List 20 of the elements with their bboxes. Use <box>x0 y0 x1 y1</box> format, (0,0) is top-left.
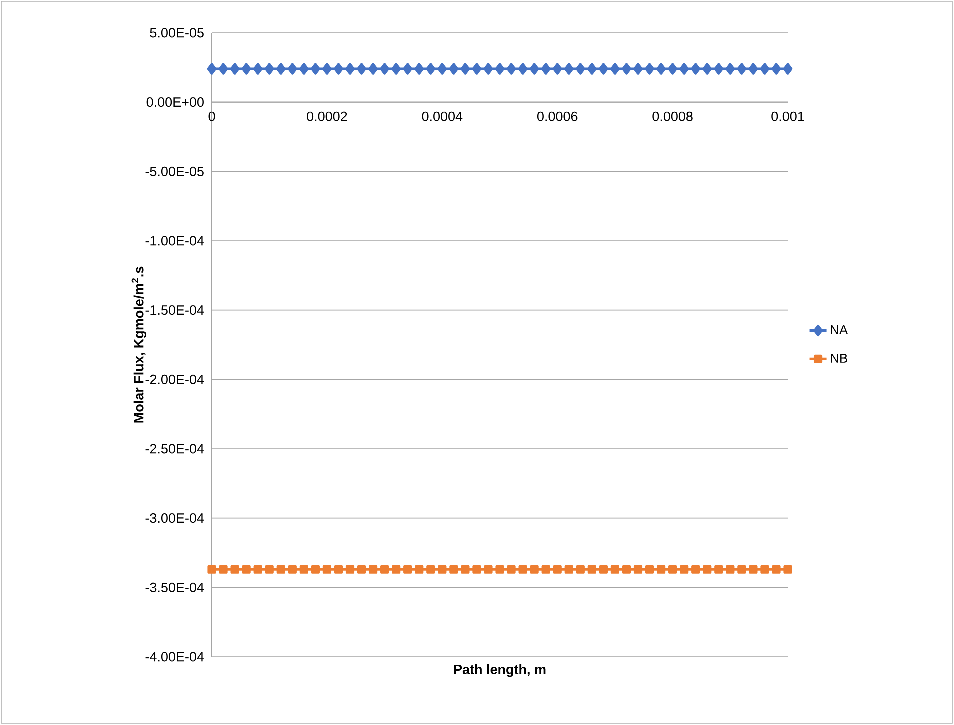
y-tick-label: -2.50E-04 <box>146 444 204 454</box>
y-tick-label: -5.00E-05 <box>146 166 204 176</box>
y-axis-title: Molar Flux, Kgmole/m$^{2}$.s <box>132 266 146 423</box>
y-tick-label: -3.50E-04 <box>146 582 204 592</box>
y-tick-label: -4.00E-04 <box>146 652 204 662</box>
legend-label: NA <box>831 326 848 334</box>
x-tick-label: 0.0002 <box>307 112 348 122</box>
y-tick-label: -1.50E-04 <box>146 306 204 316</box>
y-tick-label: 5.00E-05 <box>150 28 204 38</box>
x-tick-label: 0.0008 <box>652 112 693 122</box>
y-tick-label: -3.00E-04 <box>146 514 204 524</box>
x-tick-label: 0.001 <box>772 112 804 122</box>
x-tick-label: 0.0006 <box>537 112 578 122</box>
x-tick-label: 0 <box>208 112 216 122</box>
y-tick-label: -2.00E-04 <box>146 374 204 384</box>
x-tick-label: 0.0004 <box>422 112 463 122</box>
x-axis-title: Path length, m <box>454 664 546 678</box>
y-tick-label: 0.00E+00 <box>146 98 204 108</box>
y-tick-label: -1.00E-04 <box>146 236 204 246</box>
legend-label: NB <box>831 354 848 363</box>
